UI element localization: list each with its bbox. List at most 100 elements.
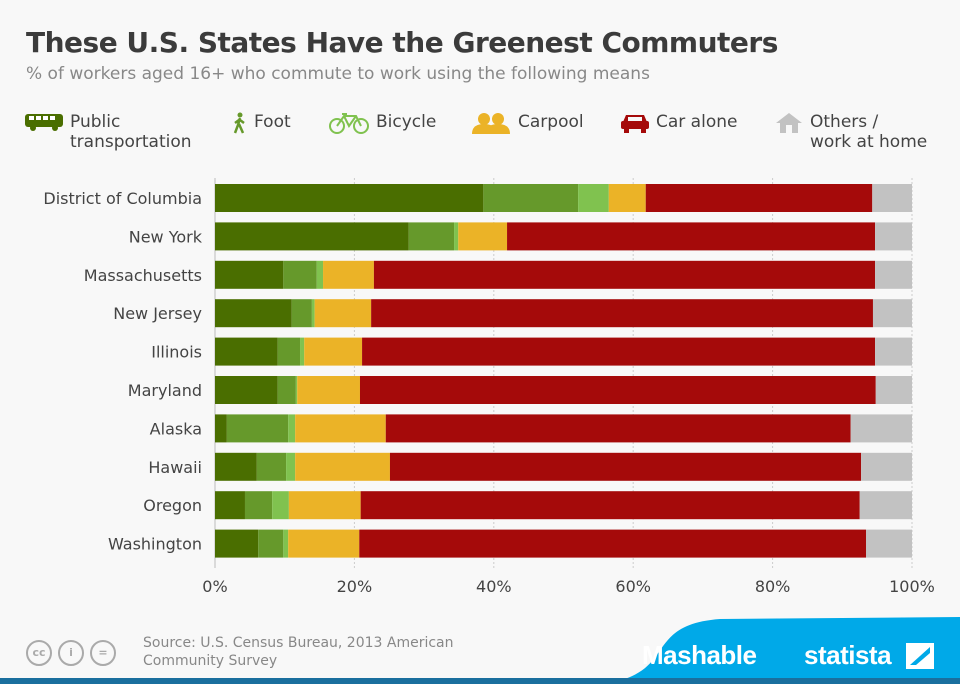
bar-segment xyxy=(316,260,324,289)
bar-segment xyxy=(507,222,876,251)
bar-segment xyxy=(256,452,287,481)
source-line: Source: U.S. Census Bureau, 2013 America… xyxy=(143,635,454,651)
bar-segment xyxy=(288,491,361,520)
bar-segment xyxy=(244,491,273,520)
bar-segment xyxy=(215,376,278,404)
category-label: New York xyxy=(129,227,203,246)
bar-segment xyxy=(215,414,227,443)
bar-segment xyxy=(875,222,912,251)
bar-segment xyxy=(304,337,363,366)
chart-title: These U.S. States Have the Greenest Comm… xyxy=(26,26,778,59)
legend-label: work at home xyxy=(810,132,928,152)
category-label: Maryland xyxy=(128,381,202,400)
category-label: Massachusetts xyxy=(84,266,202,285)
bar-segment xyxy=(286,452,296,481)
bar-segment xyxy=(362,337,876,366)
category-label: District of Columbia xyxy=(43,189,202,208)
bar-segment xyxy=(215,491,245,520)
bar-segment xyxy=(215,222,409,251)
bar-segment xyxy=(215,184,484,212)
bar-segment xyxy=(359,529,866,558)
bar-segment xyxy=(359,376,876,404)
chart-subtitle: % of workers aged 16+ who commute to wor… xyxy=(26,64,650,84)
legend-label: Car alone xyxy=(656,112,738,132)
statista-logo-mark xyxy=(906,643,934,669)
bar-segment xyxy=(578,184,609,212)
bar-segment xyxy=(288,414,296,443)
x-tick-label: 0% xyxy=(202,577,227,596)
bar-segment xyxy=(226,414,289,443)
bar-segment xyxy=(859,491,912,520)
bar-segment xyxy=(454,222,459,251)
bar-segment xyxy=(371,299,873,328)
bar-segment xyxy=(323,260,374,289)
bar-segment xyxy=(872,299,912,328)
stacked-bar-chart: 0% 20% 40% 60% 80% 100% District of Columbia Ne… xyxy=(43,178,935,596)
bar-segment xyxy=(389,452,862,481)
bar-segment xyxy=(295,452,390,481)
bar-segment xyxy=(258,529,284,558)
bar-segment xyxy=(283,529,289,558)
bar-segment xyxy=(875,337,912,366)
legend-label: transportation xyxy=(70,132,192,152)
statista-logo: statista xyxy=(804,640,892,670)
bus-icon xyxy=(25,114,63,131)
bar-segment xyxy=(277,376,296,404)
bar-segment xyxy=(283,260,317,289)
bar-segment xyxy=(277,337,301,366)
legend-label: Bicycle xyxy=(376,112,437,132)
bar-segment xyxy=(215,260,284,289)
bar-segment xyxy=(360,491,860,520)
bar-segment xyxy=(215,529,259,558)
bar-segment xyxy=(875,376,912,404)
bar-segment xyxy=(850,414,912,443)
people-icon xyxy=(472,113,510,134)
bar-segment xyxy=(875,260,912,289)
x-tick-label: 40% xyxy=(476,577,512,596)
category-label: Illinois xyxy=(151,343,202,362)
bar-segment xyxy=(272,491,289,520)
attribution-icon: i xyxy=(58,640,84,666)
car-icon xyxy=(621,115,649,133)
bar-segment xyxy=(297,376,360,404)
legend-car-alone: Car alone xyxy=(620,112,737,134)
legend-public-transportation: Public transportation xyxy=(24,112,192,152)
legend-others: Others / work at home xyxy=(774,112,927,152)
bar-segment xyxy=(288,529,360,558)
legend-carpool: Carpool xyxy=(470,112,584,134)
house-icon xyxy=(776,113,802,133)
bar-segment xyxy=(215,299,292,328)
legend-label: Public xyxy=(70,112,121,132)
bar-segment xyxy=(865,529,912,558)
bicycle-icon xyxy=(329,113,369,134)
bar-segment xyxy=(408,222,455,251)
x-tick-label: 60% xyxy=(615,577,651,596)
category-label: New Jersey xyxy=(113,304,202,323)
bar-segment xyxy=(291,299,312,328)
footer-wave xyxy=(0,617,960,684)
bar-segment xyxy=(483,184,579,212)
category-label: Alaska xyxy=(150,419,202,438)
category-label: Washington xyxy=(108,535,202,554)
bar-segment xyxy=(373,260,876,289)
bar-segment xyxy=(458,222,508,251)
legend-label: Others / xyxy=(810,112,879,132)
x-tick-label: 80% xyxy=(755,577,791,596)
no-derivatives-icon: = xyxy=(90,640,116,666)
bar-segment xyxy=(300,337,305,366)
bar-segment xyxy=(385,414,851,443)
bar-segment xyxy=(645,184,873,212)
walking-person-icon xyxy=(233,112,245,134)
source-note: Source: U.S. Census Bureau, 2013 America… xyxy=(143,634,483,670)
bar-segment xyxy=(872,184,912,212)
mashable-logo: Mashable xyxy=(642,640,757,670)
bar-segment xyxy=(295,414,386,443)
bar-segment xyxy=(295,376,298,404)
legend-label: Carpool xyxy=(518,112,584,132)
creative-commons-icon: cc xyxy=(26,640,52,666)
category-label: Oregon xyxy=(143,496,202,515)
bar-segment xyxy=(861,452,912,481)
bar-segment xyxy=(215,452,257,481)
bar-segment xyxy=(215,337,278,366)
source-line: Community Survey xyxy=(143,653,278,669)
